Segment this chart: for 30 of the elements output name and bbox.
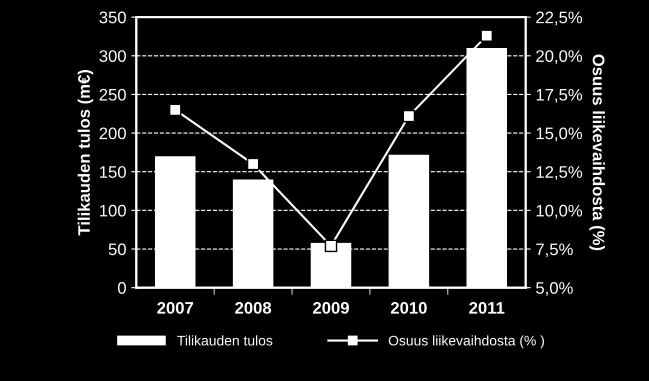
y-tick-label: 250: [100, 88, 126, 101]
point: [324, 240, 338, 252]
y-tick-label: 0: [118, 282, 126, 294]
x-tick-label: 2009: [313, 302, 349, 314]
y2-tick-label: 12,5%: [536, 166, 582, 180]
y2-tick-label: 5,0%: [536, 282, 573, 296]
point: [168, 104, 182, 116]
y2-tick-label: 15,0%: [536, 127, 582, 142]
legend-label: Osuus liikevaihdosta (% ): [388, 335, 544, 348]
y2-tick-label: 17,5%: [536, 88, 582, 103]
x-tick-label: 2007: [157, 302, 194, 314]
x-tick-label: 2008: [235, 302, 272, 314]
y2-tick-label: 10,0%: [536, 204, 582, 219]
y-tick-label: 150: [100, 166, 126, 178]
point: [480, 29, 493, 42]
y-axis-title: Tilikauden tulos (m€): [78, 70, 94, 236]
y2-axis-title: Osuus liikevaihdosta (%): [589, 54, 605, 250]
y-tick-label: 100: [100, 204, 126, 217]
y-tick-label: 350: [99, 12, 126, 24]
x-tick-label: 2010: [390, 302, 427, 314]
y-tick-label: 200: [100, 127, 126, 140]
y2-tick-label: 7,5%: [536, 243, 573, 258]
point: [246, 158, 260, 170]
y-tick-label: 300: [99, 50, 126, 62]
y2-tick-label: 20,0%: [536, 50, 582, 64]
point: [402, 110, 416, 122]
legend-label: Tilikauden tulos: [177, 335, 272, 346]
x-tick-label: 2011: [469, 302, 504, 314]
y2-tick-label: 22,5%: [536, 12, 582, 26]
y-tick-label: 50: [108, 243, 126, 256]
